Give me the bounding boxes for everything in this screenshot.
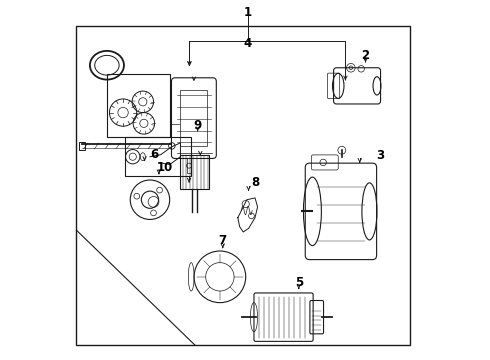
Bar: [107, 74, 170, 137]
Bar: [180, 90, 207, 146]
Text: 7: 7: [219, 234, 227, 247]
Text: 1: 1: [244, 6, 252, 19]
Text: 9: 9: [194, 119, 202, 132]
Bar: [125, 137, 191, 176]
Bar: [187, 158, 191, 173]
Text: 4: 4: [244, 37, 252, 50]
Bar: [180, 155, 209, 189]
Bar: [76, 26, 410, 345]
Text: 6: 6: [150, 148, 159, 161]
Bar: [79, 142, 85, 150]
Text: 10: 10: [156, 161, 172, 174]
Text: 5: 5: [294, 276, 303, 289]
Text: 8: 8: [252, 176, 260, 189]
Text: 2: 2: [362, 49, 369, 62]
Text: 3: 3: [376, 149, 384, 162]
